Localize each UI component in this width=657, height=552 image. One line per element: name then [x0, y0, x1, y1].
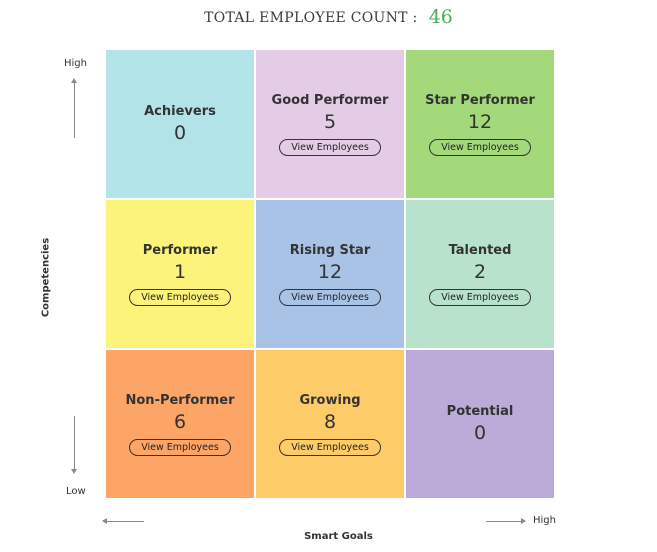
x-axis-title: Smart Goals [304, 531, 373, 542]
cell-title: Growing [299, 392, 361, 408]
cell-growing: Growing 8 View Employees [255, 349, 405, 499]
view-employees-button[interactable]: View Employees [279, 138, 381, 156]
cell-potential: Potential 0 [405, 349, 555, 499]
cell-count: 6 [173, 410, 187, 433]
nine-box-grid: Achievers 0 Good Performer 5 View Employ… [105, 49, 555, 499]
cell-count: 2 [473, 260, 487, 283]
cell-star-performer: Star Performer 12 View Employees [405, 49, 555, 199]
cell-title: Talented [448, 242, 512, 258]
cell-count: 12 [317, 260, 343, 283]
y-axis-low-label: Low [66, 486, 86, 497]
view-employees-button[interactable]: View Employees [429, 288, 531, 306]
y-axis-down-arrow-icon [71, 416, 77, 474]
view-employees-button[interactable]: View Employees [429, 138, 531, 156]
cell-title: Achievers [144, 104, 216, 119]
cell-title: Potential [446, 404, 514, 419]
cell-non-performer: Non-Performer 6 View Employees [105, 349, 255, 499]
cell-count: 8 [323, 410, 337, 433]
cell-title: Good Performer [271, 92, 389, 108]
y-axis-up-arrow-icon [71, 78, 77, 138]
x-axis-right-arrow-icon [486, 518, 526, 524]
cell-title: Rising Star [289, 242, 371, 258]
cell-title: Non-Performer [125, 392, 235, 408]
cell-count: 1 [173, 260, 187, 283]
y-axis-high-label: High [64, 58, 87, 69]
cell-title: Star Performer [425, 92, 535, 108]
cell-achievers: Achievers 0 [105, 49, 255, 199]
cell-count: 12 [467, 110, 493, 133]
view-employees-button[interactable]: View Employees [279, 288, 381, 306]
view-employees-button[interactable]: View Employees [279, 438, 381, 456]
x-axis-left-arrow-icon [102, 518, 144, 524]
x-axis-high-label: High [533, 515, 556, 526]
cell-title: Performer [142, 242, 218, 258]
view-employees-button[interactable]: View Employees [129, 288, 231, 306]
total-employee-count: 46 [428, 6, 453, 28]
cell-performer: Performer 1 View Employees [105, 199, 255, 349]
cell-count: 0 [173, 122, 187, 144]
total-employee-label: TOTAL EMPLOYEE COUNT : [204, 10, 418, 26]
total-employee-header: TOTAL EMPLOYEE COUNT : 46 [0, 6, 657, 28]
y-axis-title: Competencies [40, 237, 52, 318]
cell-talented: Talented 2 View Employees [405, 199, 555, 349]
cell-good-performer: Good Performer 5 View Employees [255, 49, 405, 199]
view-employees-button[interactable]: View Employees [129, 438, 231, 456]
cell-count: 0 [473, 422, 487, 444]
cell-count: 5 [323, 110, 337, 133]
cell-rising-star: Rising Star 12 View Employees [255, 199, 405, 349]
